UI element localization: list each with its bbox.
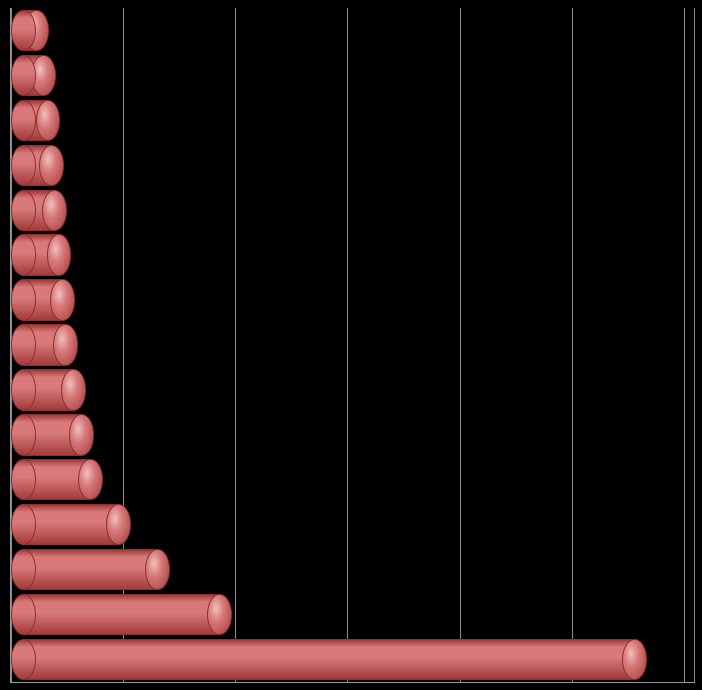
bar (11, 459, 101, 500)
bar (11, 100, 58, 141)
bar (11, 190, 65, 231)
bar (11, 504, 129, 545)
gridline (235, 8, 236, 682)
gridline (572, 8, 573, 682)
plot-area (10, 8, 695, 683)
gridline (347, 8, 348, 682)
bar (11, 369, 84, 410)
bar (11, 414, 92, 455)
horizontal-cylinder-bar-chart (0, 0, 702, 690)
bar (11, 234, 69, 275)
bar (11, 279, 73, 320)
bar (11, 594, 230, 635)
bar (11, 324, 76, 365)
bar (11, 639, 645, 680)
plot-right-border (694, 8, 695, 682)
gridline (684, 8, 685, 682)
bar (11, 145, 62, 186)
bar (11, 10, 47, 51)
bar (11, 549, 168, 590)
gridline (460, 8, 461, 682)
bar (11, 55, 54, 96)
